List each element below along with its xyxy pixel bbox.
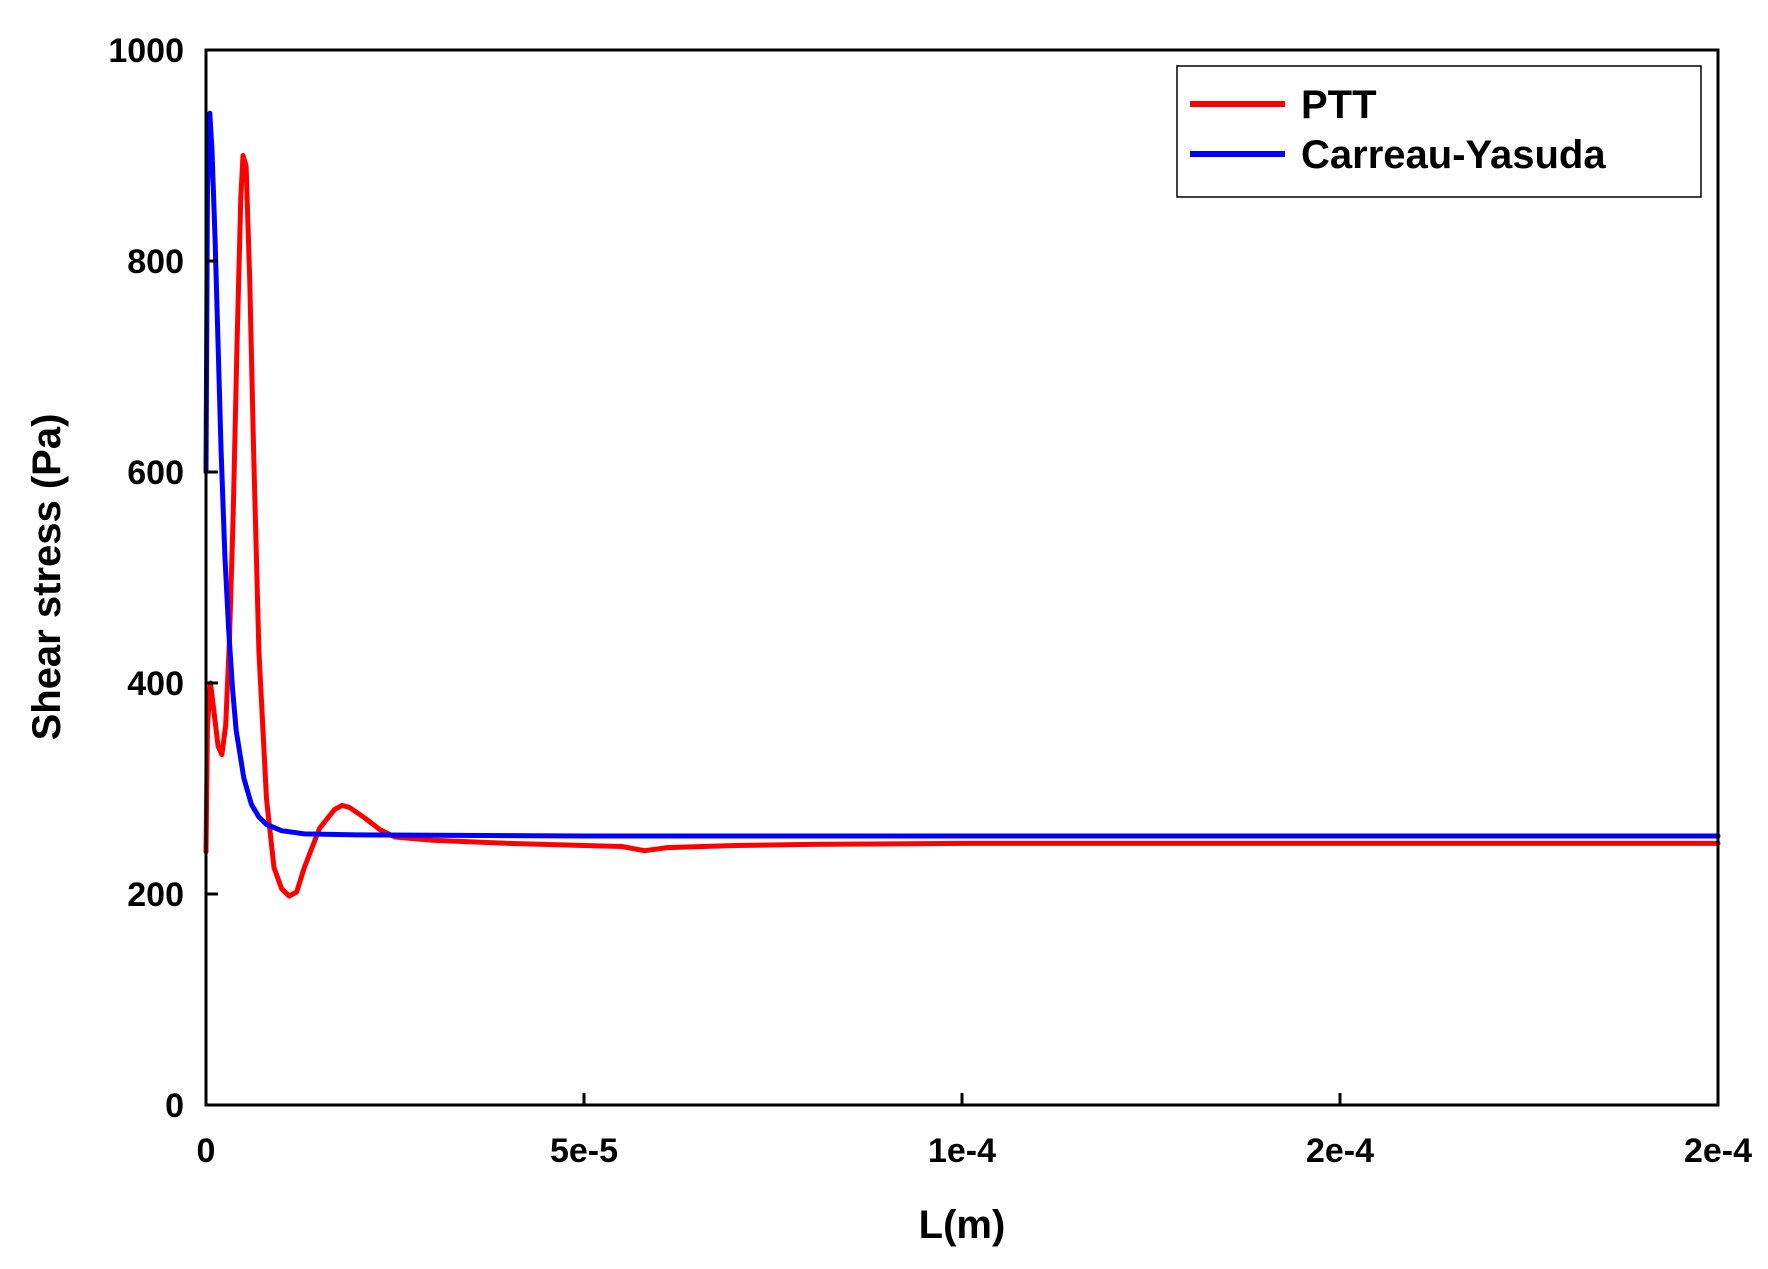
x-tick-label: 2e-4 [1684, 1132, 1752, 1170]
x-tick-label: 5e-5 [550, 1132, 618, 1170]
legend-box [1176, 65, 1702, 198]
legend-label: PTT [1301, 83, 1377, 127]
y-axis: 0 200 400 600 800 1000 [108, 32, 218, 1125]
legend: PTT Carreau-Yasuda [1176, 65, 1702, 198]
series-line-carreau-yasuda [203, 110, 1721, 839]
series-line-ptt [203, 153, 1721, 899]
x-tick-label: 1e-4 [928, 1132, 996, 1170]
x-axis-title: L(m) [919, 1203, 1006, 1247]
y-tick-label: 1000 [108, 32, 184, 70]
plot-area-frame [204, 48, 1720, 1107]
x-axis: 0 5e-5 1e-4 2e-4 2e-4 [197, 1093, 1752, 1170]
x-tick-label: 2e-4 [1306, 1132, 1374, 1170]
y-tick-label: 800 [127, 243, 184, 281]
y-tick-label: 600 [127, 454, 184, 492]
y-tick-label: 400 [127, 665, 184, 703]
x-tick-label: 0 [197, 1132, 216, 1170]
y-axis-title: Shear stress (Pa) [25, 414, 69, 741]
legend-entries: PTT Carreau-Yasuda [1190, 83, 1606, 177]
legend-label: Carreau-Yasuda [1301, 133, 1606, 177]
y-tick-label: 0 [165, 1087, 184, 1125]
series-layer [203, 110, 1721, 899]
y-tick-label: 200 [127, 876, 184, 914]
